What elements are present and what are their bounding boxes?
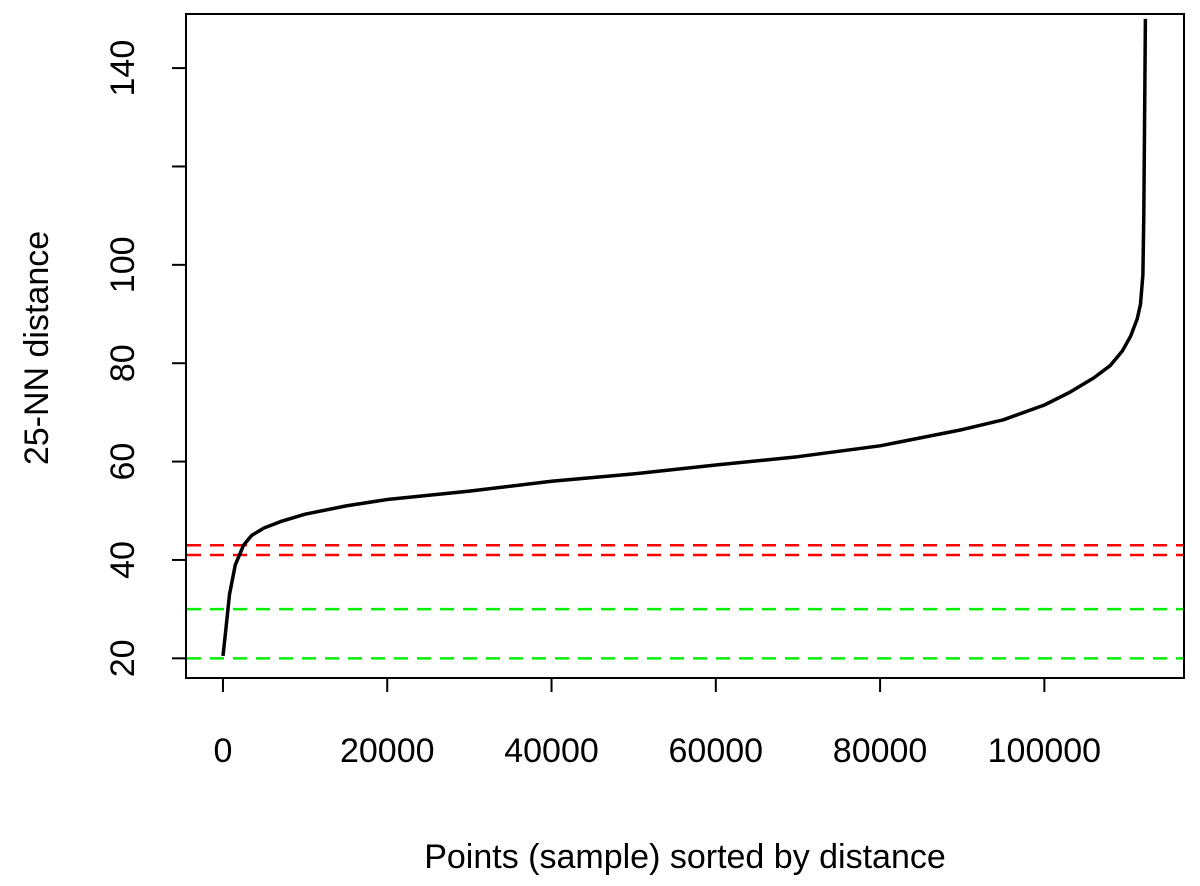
y-axis-title: 25-NN distance xyxy=(18,231,56,465)
x-tick-label: 0 xyxy=(214,732,233,770)
y-tick-label: 140 xyxy=(104,40,142,97)
x-axis: 0 20000 40000 60000 80000 100000 xyxy=(214,678,1101,770)
x-tick-label: 40000 xyxy=(504,732,599,770)
x-tick-label: 60000 xyxy=(669,732,764,770)
y-tick-label: 40 xyxy=(104,541,142,579)
x-axis-title: Points (sample) sorted by distance xyxy=(424,838,946,876)
y-axis: 20 40 60 80 100 140 xyxy=(104,40,186,677)
y-tick-label: 80 xyxy=(104,344,142,382)
plot-frame xyxy=(185,13,1185,679)
x-tick-label: 20000 xyxy=(340,732,435,770)
x-tick-label: 100000 xyxy=(988,732,1101,770)
series-line xyxy=(221,18,1148,657)
y-tick-label: 20 xyxy=(104,639,142,677)
x-tick-label: 80000 xyxy=(833,732,928,770)
y-tick-label: 100 xyxy=(104,236,142,293)
reference-lines xyxy=(187,543,1183,660)
y-tick-label: 60 xyxy=(104,443,142,481)
